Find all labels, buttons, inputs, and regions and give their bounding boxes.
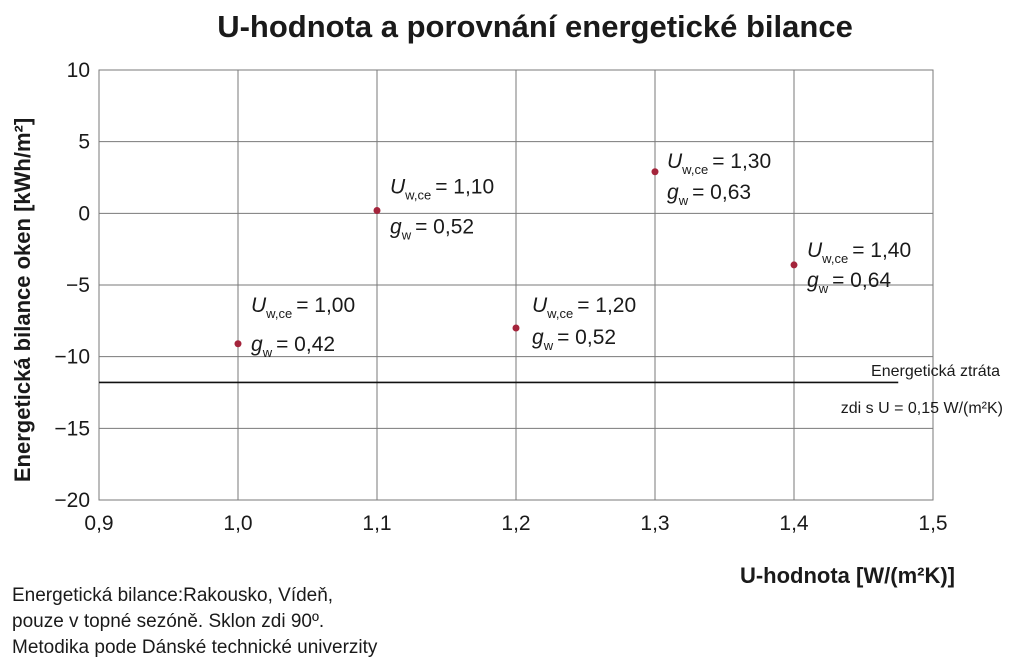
point-annotations: Uw,ce = 1,00 gw = 0,42 Uw,ce = 1,10 gw = 0,52 Uw…: [251, 150, 911, 360]
g-value-label: gw = 0,64: [807, 269, 891, 296]
note-line: Energetická bilance:Rakousko, Vídeň,: [12, 585, 334, 606]
u-value-label: Uw,ce = 1,40: [807, 239, 911, 266]
x-tick-label: 1,3: [640, 512, 669, 535]
y-tick-label: 0: [78, 202, 90, 225]
x-tick-label: 0,9: [84, 512, 113, 535]
x-axis-title: U-hodnota [W/(m²K)]: [740, 563, 955, 588]
u-value-label: Uw,ce = 1,00: [251, 294, 355, 321]
y-axis-title: Energetická bilance oken [kWh/m²]: [10, 118, 35, 482]
data-point: [651, 168, 659, 176]
g-value-label: gw = 0,42: [251, 333, 335, 360]
data-point: [790, 261, 798, 269]
u-value-label: Uw,ce = 1,30: [667, 150, 771, 177]
data-point: [373, 206, 381, 214]
g-value-label: gw = 0,63: [667, 181, 751, 208]
data-point: [512, 324, 520, 332]
x-tick-label: 1,5: [918, 512, 947, 535]
y-axis-ticks: 10 5 0 −5 −10 −15 −20: [54, 59, 90, 512]
x-tick-label: 1,1: [362, 512, 391, 535]
x-axis-ticks: 0,9 1,0 1,1 1,2 1,3 1,4 1,5: [84, 512, 947, 535]
y-tick-label: 10: [67, 59, 90, 82]
y-tick-label: 5: [78, 131, 90, 154]
x-tick-label: 1,2: [501, 512, 530, 535]
note-line: pouze v topné sezóně. Sklon zdi 90º.: [12, 611, 325, 632]
grid: [98, 69, 934, 501]
g-value-label: gw = 0,52: [532, 326, 616, 353]
u-value-label: Uw,ce = 1,10: [390, 175, 494, 202]
y-tick-label: −10: [54, 346, 90, 369]
methodology-note: Energetická bilance:Rakousko, Vídeň, pou…: [12, 583, 472, 661]
data-points: [234, 168, 798, 348]
g-value-label: gw = 0,52: [390, 215, 474, 242]
x-tick-label: 1,0: [223, 512, 252, 535]
reference-line-label-2: zdi s U = 0,15 W/(m²K): [841, 400, 1003, 417]
reference-line-label-1: Energetická ztráta: [871, 363, 1000, 380]
chart-title: U-hodnota a porovnání energetické bilanc…: [217, 9, 853, 44]
u-value-label: Uw,ce = 1,20: [532, 294, 636, 321]
data-point: [234, 340, 242, 348]
y-tick-label: −20: [54, 489, 90, 512]
x-tick-label: 1,4: [779, 512, 809, 535]
y-tick-label: −15: [54, 417, 90, 440]
y-tick-label: −5: [66, 274, 90, 297]
note-line: Metodika pode Dánské technické univerzit…: [12, 637, 378, 658]
